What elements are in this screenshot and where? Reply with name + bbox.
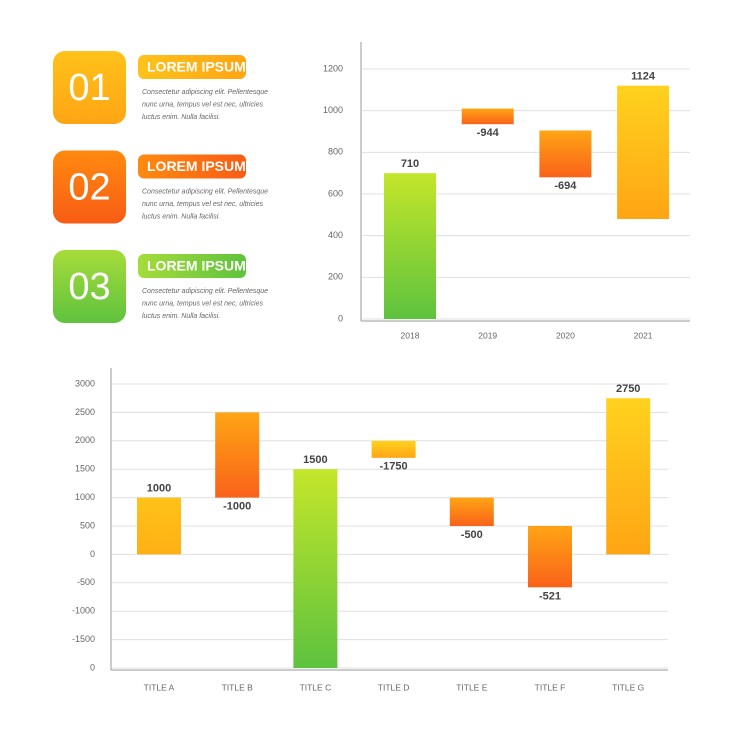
- x-tick-label: TITLE B: [222, 682, 254, 692]
- y-tick-label: 1200: [323, 63, 343, 73]
- title-pill: [138, 154, 246, 179]
- bar: [371, 440, 416, 458]
- x-tick-label: TITLE G: [612, 682, 644, 692]
- x-tick-label: TITLE A: [144, 682, 175, 692]
- y-tick-label: 0: [90, 549, 95, 559]
- data-label: -944: [477, 127, 500, 139]
- y-tick-label: 800: [328, 147, 343, 157]
- bar: [617, 85, 670, 220]
- data-label: 710: [401, 158, 419, 170]
- title-pill: [138, 55, 246, 79]
- number-box: [53, 51, 126, 124]
- x-tick-label: 2018: [401, 330, 420, 340]
- bar: [215, 412, 260, 498]
- x-tick-label: 2020: [556, 330, 575, 340]
- y-tick-label: 0: [338, 313, 343, 323]
- card-text: Consectetur adipiscing elit. Pellentesqu…: [142, 89, 268, 96]
- card-title: LOREM IPSUM: [147, 258, 246, 274]
- x-tick-label: TITLE F: [535, 682, 566, 692]
- y-tick-label: 1500: [75, 464, 95, 474]
- card-number: 02: [68, 167, 110, 209]
- y-tick-label: -1000: [72, 606, 95, 616]
- data-label: 1124: [631, 71, 656, 83]
- card-number: 03: [68, 266, 110, 308]
- y-tick-label: 1000: [323, 105, 343, 115]
- card-text: luctus enim. Nulla facilisi.: [142, 114, 220, 121]
- y-tick-label: 2500: [75, 407, 95, 417]
- y-tick-label: 0: [90, 662, 95, 672]
- x-tick-label: 2021: [634, 330, 653, 340]
- bar: [461, 108, 514, 125]
- data-label: -1000: [223, 501, 251, 513]
- y-tick-label: 3000: [75, 378, 95, 388]
- x-tick-label: 2019: [478, 330, 497, 340]
- y-tick-label: 600: [328, 188, 343, 198]
- card-text: luctus enim. Nulla facilisi.: [142, 313, 220, 320]
- number-box: [53, 150, 126, 224]
- data-label: 1000: [147, 483, 171, 495]
- data-label: -694: [554, 180, 577, 192]
- bar: [528, 526, 572, 588]
- card-text: nunc urna, tempus vel est nec, ultricies: [142, 101, 264, 108]
- data-label: -500: [461, 529, 483, 541]
- data-label: 1500: [303, 454, 327, 466]
- bar: [384, 173, 436, 319]
- x-tick-label: TITLE D: [378, 682, 410, 692]
- card-text: Consectetur adipiscing elit. Pellentesqu…: [142, 188, 268, 195]
- card-text: luctus enim. Nulla facilisi.: [142, 213, 220, 220]
- bar: [137, 497, 181, 555]
- bar: [606, 398, 651, 555]
- card-title: LOREM IPSUM: [147, 59, 246, 75]
- card-text: Consectetur adipiscing elit. Pellentesqu…: [142, 288, 268, 295]
- data-label: -1750: [380, 461, 408, 473]
- bar: [449, 497, 494, 526]
- x-tick-label: TITLE C: [300, 682, 332, 692]
- bar: [539, 130, 592, 178]
- y-tick-label: -500: [77, 577, 95, 587]
- card-number: 01: [68, 67, 110, 109]
- y-tick-label: 500: [80, 520, 95, 530]
- y-tick-label: 2000: [75, 435, 95, 445]
- bar: [293, 469, 338, 668]
- title-pill: [138, 254, 246, 278]
- y-tick-label: 1000: [75, 492, 95, 502]
- card-text: nunc urna, tempus vel est nec, ultricies: [142, 300, 264, 307]
- data-label: -521: [539, 590, 561, 602]
- number-box: [53, 250, 126, 323]
- y-tick-label: 200: [328, 272, 343, 282]
- data-label: 2750: [616, 383, 640, 395]
- card-text: nunc urna, tempus vel est nec, ultricies: [142, 201, 264, 208]
- card-title: LOREM IPSUM: [147, 158, 246, 174]
- x-tick-label: TITLE E: [456, 682, 488, 692]
- y-tick-label: 400: [328, 230, 343, 240]
- y-tick-label: -1500: [72, 634, 95, 644]
